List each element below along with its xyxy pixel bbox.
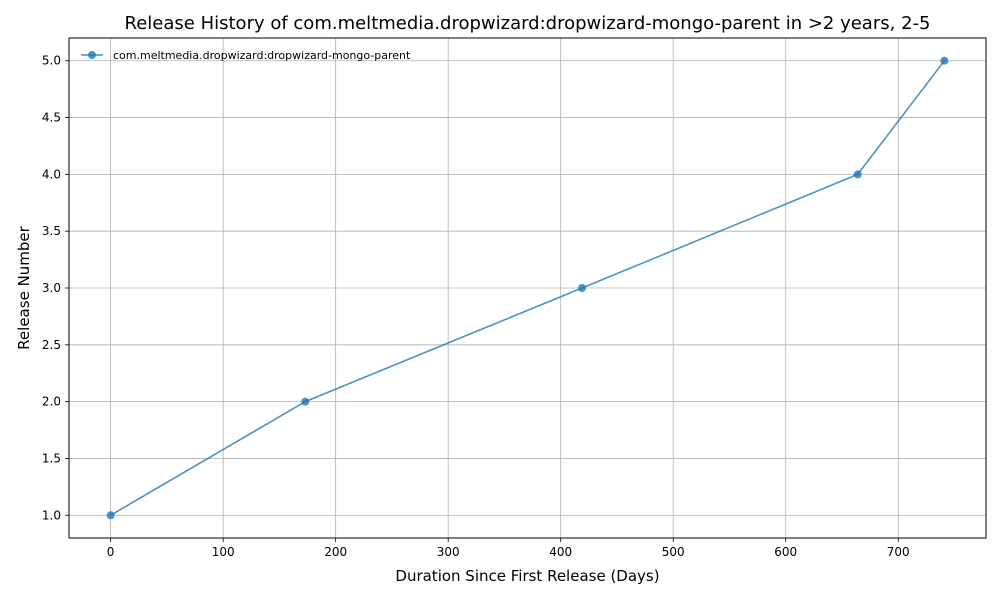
data-point <box>301 397 310 406</box>
y-tick-label: 1.0 <box>42 508 61 522</box>
x-tick-label: 600 <box>774 545 797 559</box>
y-tick-label: 2.0 <box>42 395 61 409</box>
y-tick-label: 5.0 <box>42 54 61 68</box>
y-tick-label: 2.5 <box>42 338 61 352</box>
legend-marker <box>88 51 96 59</box>
x-tick-label: 0 <box>107 545 115 559</box>
chart-title: Release History of com.meltmedia.dropwiz… <box>125 13 931 34</box>
data-point <box>578 284 587 292</box>
legend: com.meltmedia.dropwizard:dropwizard-mong… <box>81 49 411 62</box>
x-tick-label: 700 <box>887 545 910 559</box>
x-tick-label: 100 <box>212 545 235 559</box>
x-tick-label: 200 <box>324 545 347 559</box>
series-layer <box>106 56 949 520</box>
y-tick-label: 1.5 <box>42 451 61 465</box>
x-tick-label: 400 <box>549 545 572 559</box>
x-tick-label: 500 <box>662 545 685 559</box>
y-axis-label: Release Number <box>15 225 33 349</box>
y-tick-label: 4.5 <box>42 111 61 125</box>
axis-ticks: 0 100 200 300 400 500 600 700 1.0 1.5 2.0 2.5 3.0 3.5… <box>42 54 910 559</box>
data-point <box>940 56 949 65</box>
x-tick-label: 300 <box>437 545 460 559</box>
x-axis-label: Duration Since First Release (Days) <box>395 567 659 585</box>
y-tick-label: 3.5 <box>42 224 61 238</box>
data-point <box>853 170 862 179</box>
y-tick-label: 3.0 <box>42 281 61 295</box>
data-point <box>106 511 115 520</box>
legend-label: com.meltmedia.dropwizard:dropwizard-mong… <box>113 49 411 62</box>
y-tick-label: 4.0 <box>42 167 61 181</box>
grid <box>69 38 986 538</box>
